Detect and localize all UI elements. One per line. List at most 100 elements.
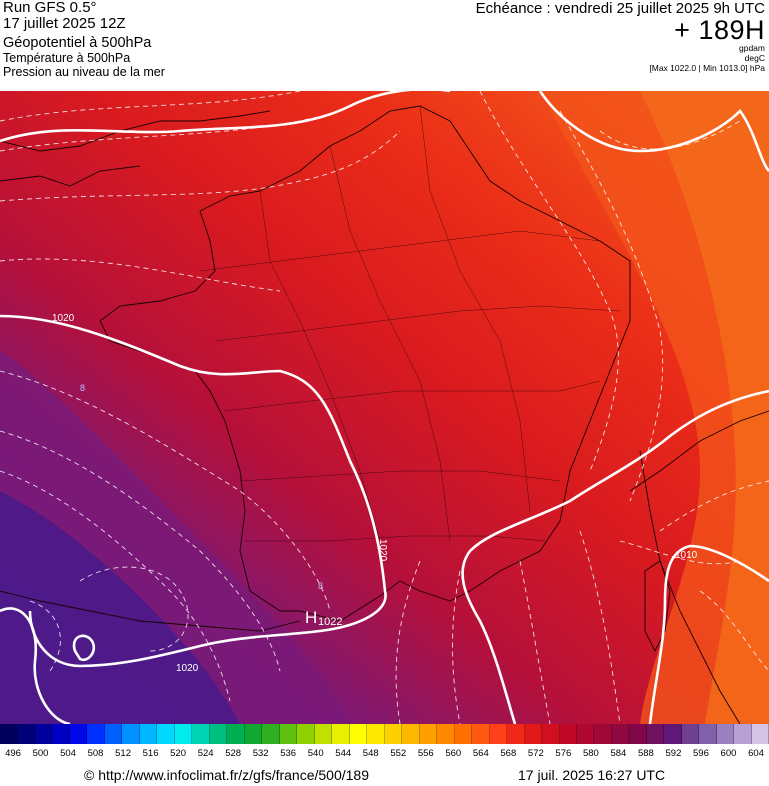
scale-swatch <box>384 724 403 744</box>
header-right: Echéance : vendredi 25 juillet 2025 9h U… <box>476 0 765 73</box>
scale-swatch <box>17 724 35 744</box>
isotherm-label-8b: 8 <box>318 581 323 591</box>
scale-tick-label: 496 <box>5 748 21 759</box>
forecast-hour: + 189H <box>674 15 765 45</box>
label-1010: 1010 <box>675 550 698 561</box>
param-geopotential: Géopotentiel à 500hPa <box>3 35 152 52</box>
forecast-map: 1020 1020 1020 1010 H 1022 8 8 <box>0 91 769 724</box>
scale-tick-label: 520 <box>170 748 187 759</box>
unit-temperature: degC <box>744 53 765 63</box>
scale-swatch <box>209 724 228 744</box>
generated-date: 17 juil. 2025 16:27 UTC <box>518 767 666 783</box>
forecast-time: Echéance : vendredi 25 juillet 2025 9h U… <box>475 0 765 17</box>
label-1020-c: 1020 <box>377 539 388 562</box>
scale-swatch <box>122 724 140 744</box>
scale-swatch <box>69 724 88 744</box>
scale-swatch <box>559 724 577 744</box>
scale-swatch <box>489 724 508 744</box>
scale-swatch <box>664 724 682 744</box>
scale-swatch <box>419 724 438 744</box>
scale-swatch <box>611 724 630 744</box>
scale-swatch <box>34 724 53 744</box>
scale-tick-label: 532 <box>252 748 269 759</box>
scale-tick-label: 592 <box>665 748 682 759</box>
scale-tick-label: 516 <box>142 748 159 759</box>
coastline-and-borders <box>0 105 769 724</box>
isobar-1020-sw <box>0 607 71 724</box>
unit-pressure-range: [Max 1022.0 | Min 1013.0] hPa <box>649 63 765 73</box>
isobar-1010-corsica <box>648 544 769 724</box>
scale-swatch <box>454 724 473 744</box>
map-canvas: 1020 1020 1020 1010 H 1022 8 8 <box>0 91 769 724</box>
scale-swatch <box>594 724 612 744</box>
scale-swatch <box>367 724 385 744</box>
label-1020-a: 1020 <box>52 313 75 324</box>
high-pressure-marker: H <box>305 608 317 627</box>
scale-swatch <box>507 724 525 744</box>
scale-swatch <box>751 724 769 744</box>
scale-tick-label: 580 <box>582 748 599 759</box>
scale-tick-label: 536 <box>280 748 297 759</box>
scale-swatch <box>349 724 368 744</box>
scale-tick-label: 524 <box>197 748 214 759</box>
unit-geopotential: gpdam <box>739 43 765 53</box>
scale-swatch <box>174 724 193 744</box>
scale-tick-label: 500 <box>32 748 49 759</box>
scale-tick-label: 504 <box>60 748 76 759</box>
scale-swatch <box>0 724 18 744</box>
scale-tick-label: 584 <box>610 748 627 759</box>
scale-swatch <box>332 724 350 744</box>
isobar-1012-ne <box>538 91 769 172</box>
scale-tick-label: 508 <box>87 748 104 759</box>
scale-swatch <box>297 724 315 744</box>
scale-swatch <box>576 724 595 744</box>
param-pressure: Pression au niveau de la mer <box>3 64 165 79</box>
isobar-1020-west <box>0 314 387 668</box>
scale-swatch <box>227 724 245 744</box>
scale-swatch <box>279 724 298 744</box>
scale-tick-label: 596 <box>693 748 709 759</box>
scale-swatch <box>402 724 420 744</box>
scale-swatch <box>681 724 700 744</box>
scale-tick-label: 552 <box>390 748 407 759</box>
scale-swatch <box>646 724 665 744</box>
isobar-labels: 1020 1020 1020 1010 H 1022 8 8 <box>52 313 698 674</box>
isobar-1016-east <box>461 389 769 724</box>
scale-tick-label: 544 <box>335 748 352 759</box>
isobars <box>0 91 769 724</box>
scale-tick-label: 576 <box>555 748 572 759</box>
scale-swatch <box>87 724 105 744</box>
isotherm-label-8a: 8 <box>80 383 85 393</box>
scale-swatch <box>524 724 543 744</box>
isobar-1020-loop <box>72 634 96 662</box>
department-boundaries <box>199 105 621 542</box>
scale-tick-label: 588 <box>637 748 654 759</box>
scale-swatch <box>139 724 158 744</box>
scale-tick-label: 604 <box>748 748 764 759</box>
scale-tick-label: 568 <box>500 748 517 759</box>
run-date: 17 juillet 2025 12Z <box>3 15 126 33</box>
run-title: Run GFS 0.5° <box>3 0 97 16</box>
scale-swatch <box>716 724 735 744</box>
scale-tick-label: 572 <box>527 748 544 759</box>
label-1020-b: 1020 <box>176 663 199 674</box>
scale-swatch <box>629 724 647 744</box>
temperature-isotherms <box>0 91 769 724</box>
scale-swatch <box>472 724 490 744</box>
scale-swatch <box>542 724 560 744</box>
scale-tick-label: 512 <box>115 748 131 759</box>
high-pressure-value: 1022 <box>318 616 342 628</box>
scale-tick-label: 600 <box>720 748 737 759</box>
scale-tick-label: 540 <box>307 748 324 759</box>
scale-swatch <box>699 724 717 744</box>
scale-swatch <box>157 724 175 744</box>
scale-tick-label: 560 <box>445 748 462 759</box>
scale-swatch <box>192 724 210 744</box>
isobar-1020-north <box>0 91 450 143</box>
scale-tick-label: 548 <box>362 748 379 759</box>
scale-swatch <box>437 724 455 744</box>
param-temperature: Température à 500hPa <box>3 51 131 66</box>
scale-swatch <box>52 724 70 744</box>
scale-tick-label: 528 <box>225 748 242 759</box>
header-left: Run GFS 0.5° 17 juillet 2025 12Z Géopote… <box>3 0 165 79</box>
